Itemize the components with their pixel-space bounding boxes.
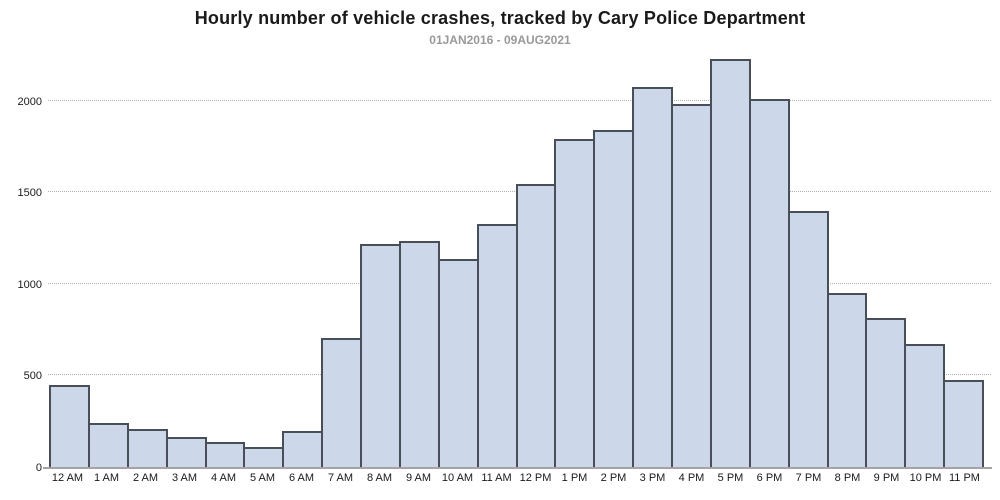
- bar-12-pm: [515, 184, 557, 467]
- bar-1-pm: [554, 139, 596, 467]
- x-axis-tick-label: 6 PM: [756, 472, 783, 484]
- bar-2-pm: [593, 130, 635, 467]
- bar-8-pm: [826, 293, 868, 467]
- bar-1-am: [87, 423, 129, 467]
- bar-4-pm: [671, 104, 712, 467]
- chart-title: Hourly number of vehicle crashes, tracke…: [194, 8, 806, 28]
- x-axis-tick-label: 10 PM: [909, 472, 942, 484]
- x-axis-tick-label: 11 PM: [949, 472, 980, 484]
- bar-10-am: [437, 259, 479, 467]
- x-axis-tick-label: 7 AM: [327, 472, 354, 484]
- bar-3-pm: [632, 87, 673, 467]
- x-axis-tick-label: 12 PM: [519, 472, 552, 484]
- bar-6-pm: [748, 98, 790, 467]
- x-axis-tick-label: 4 PM: [678, 472, 705, 484]
- bar-10-pm: [904, 344, 946, 467]
- x-axis: 12 AM 1 AM 2 AM 3 AM 4 AM 5 AM 6 AM 7 AM 8 AM 9 A…: [48, 472, 984, 484]
- x-axis-line: [43, 467, 992, 469]
- y-axis-tick-label: 2000: [17, 95, 42, 108]
- y-axis: 0 500 1000 1500 2000: [0, 55, 42, 474]
- bar-2-am: [126, 428, 168, 467]
- y-axis-tick-label: 0: [35, 462, 42, 474]
- bar-4-am: [204, 442, 246, 467]
- chart-subtitle: 01JAN2016 - 09AUG2021: [429, 33, 571, 47]
- x-axis-tick-label: 3 PM: [639, 472, 666, 484]
- x-axis-tick-label: 11 AM: [481, 472, 512, 484]
- x-axis-tick-label: 4 AM: [210, 472, 237, 484]
- bar-11-pm: [943, 380, 984, 467]
- x-axis-tick-label: 8 AM: [366, 472, 393, 484]
- x-axis-tick-label: 1 AM: [93, 472, 120, 484]
- x-axis-tick-label: 10 AM: [441, 472, 474, 484]
- x-axis-tick-label: 2 AM: [132, 472, 159, 484]
- plot-area: [43, 55, 992, 469]
- x-axis-tick-label: 7 PM: [795, 472, 822, 484]
- y-axis-tick-label: 1000: [17, 278, 42, 291]
- y-axis-tick-label: 500: [23, 370, 42, 383]
- x-axis-tick-label: 8 PM: [834, 472, 861, 484]
- y-axis-tick-label: 1500: [17, 187, 42, 200]
- bars-layer: [49, 55, 984, 467]
- x-axis-tick-label: 1 PM: [561, 472, 588, 484]
- bar-3-am: [165, 436, 207, 467]
- x-axis-tick-label: 6 AM: [288, 472, 315, 484]
- bar-6-am: [282, 431, 324, 467]
- x-axis-tick-label: 5 PM: [717, 472, 744, 484]
- bar-5-am: [243, 446, 285, 467]
- x-axis-tick-label: 9 AM: [405, 472, 432, 484]
- bar-5-pm: [709, 58, 751, 467]
- bar-12-am: [49, 384, 90, 467]
- bar-7-am: [321, 337, 362, 467]
- x-axis-tick-label: 12 AM: [51, 472, 84, 484]
- x-axis-tick-label: 9 PM: [873, 472, 900, 484]
- bar-8-am: [360, 243, 401, 467]
- bar-11-am: [476, 224, 518, 467]
- bar-9-am: [398, 240, 440, 467]
- bar-9-pm: [865, 317, 907, 467]
- x-axis-tick-label: 5 AM: [249, 472, 276, 484]
- x-axis-tick-label: 2 PM: [600, 472, 627, 484]
- bar-7-pm: [787, 210, 829, 467]
- x-axis-tick-label: 3 AM: [171, 472, 198, 484]
